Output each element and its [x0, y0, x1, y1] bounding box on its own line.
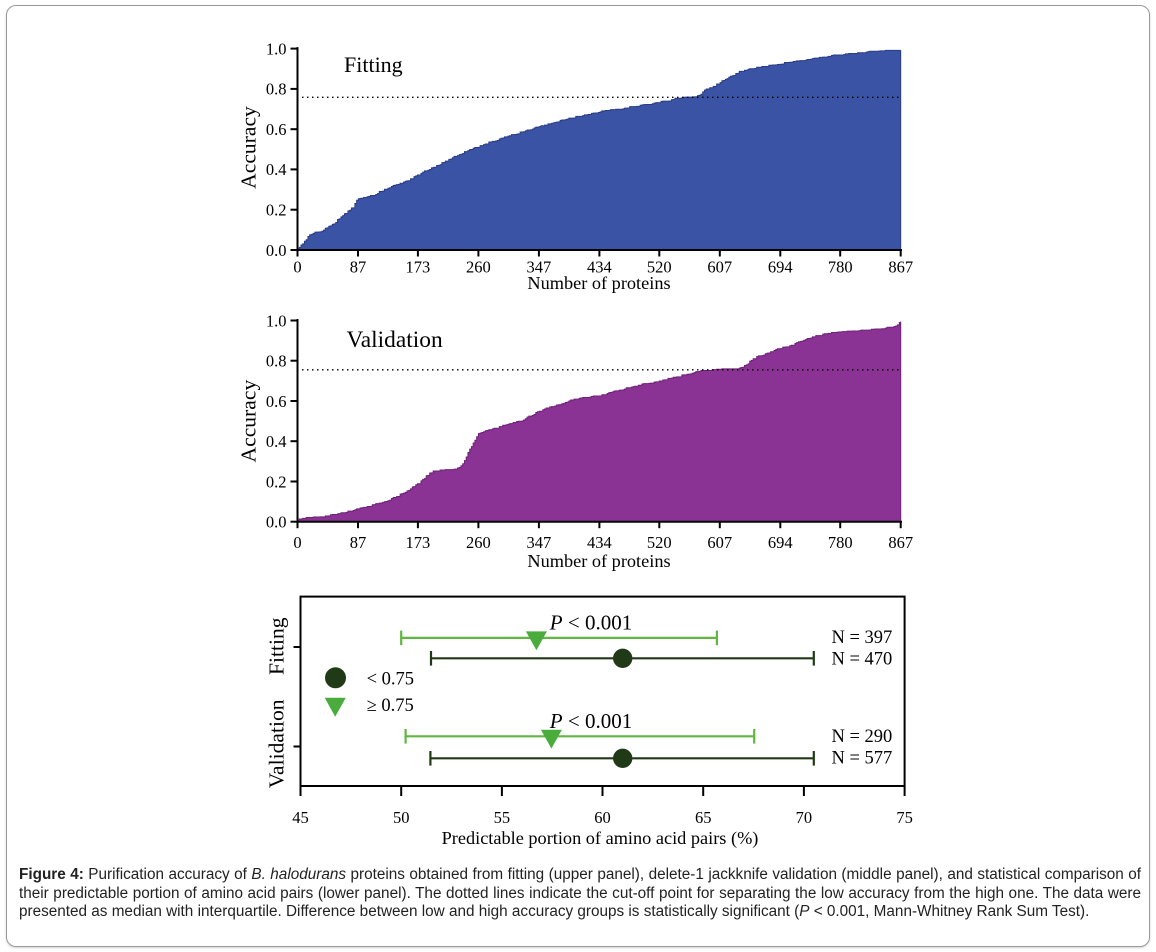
- svg-text:0.0: 0.0: [266, 241, 287, 260]
- svg-text:Number of proteins: Number of proteins: [527, 551, 670, 571]
- svg-text:Validation: Validation: [265, 699, 289, 788]
- svg-text:N = 577: N = 577: [832, 748, 893, 768]
- svg-text:N = 290: N = 290: [832, 727, 893, 747]
- svg-text:0.4: 0.4: [266, 432, 287, 451]
- svg-text:P < 0.001: P < 0.001: [549, 611, 632, 635]
- svg-text:434: 434: [587, 533, 612, 552]
- svg-text:347: 347: [527, 258, 552, 277]
- svg-text:55: 55: [494, 808, 511, 827]
- svg-text:520: 520: [647, 258, 672, 277]
- svg-text:45: 45: [292, 808, 309, 827]
- svg-text:0.4: 0.4: [266, 160, 287, 179]
- svg-text:0.0: 0.0: [266, 513, 287, 532]
- svg-text:867: 867: [888, 533, 913, 552]
- svg-text:780: 780: [828, 533, 853, 552]
- svg-text:Validation: Validation: [347, 327, 443, 353]
- svg-text:607: 607: [707, 533, 732, 552]
- svg-text:780: 780: [828, 258, 853, 277]
- svg-text:N = 470: N = 470: [832, 649, 893, 669]
- svg-text:0.2: 0.2: [266, 472, 287, 491]
- svg-text:Number of proteins: Number of proteins: [527, 273, 670, 293]
- svg-text:0.8: 0.8: [266, 352, 287, 371]
- svg-text:75: 75: [896, 808, 913, 827]
- svg-text:347: 347: [527, 533, 552, 552]
- svg-text:65: 65: [695, 808, 712, 827]
- svg-text:87: 87: [350, 533, 367, 552]
- svg-text:Fitting: Fitting: [265, 617, 289, 675]
- svg-text:0.8: 0.8: [266, 80, 287, 99]
- svg-text:520: 520: [647, 533, 672, 552]
- svg-text:0.6: 0.6: [266, 120, 287, 139]
- svg-text:0: 0: [293, 258, 301, 277]
- svg-text:260: 260: [466, 258, 491, 277]
- svg-text:Accuracy: Accuracy: [237, 380, 261, 463]
- svg-text:0.2: 0.2: [266, 201, 287, 220]
- svg-text:694: 694: [768, 533, 793, 552]
- svg-text:50: 50: [393, 808, 410, 827]
- svg-text:1.0: 1.0: [266, 311, 287, 330]
- svg-text:607: 607: [707, 258, 732, 277]
- svg-text:70: 70: [796, 808, 813, 827]
- svg-text:0: 0: [293, 533, 301, 552]
- svg-text:Accuracy: Accuracy: [237, 106, 261, 189]
- svg-text:87: 87: [350, 258, 367, 277]
- svg-text:173: 173: [406, 258, 431, 277]
- svg-text:173: 173: [406, 533, 431, 552]
- svg-text:60: 60: [594, 808, 611, 827]
- svg-text:867: 867: [888, 258, 913, 277]
- svg-text:260: 260: [466, 533, 491, 552]
- svg-text:P < 0.001: P < 0.001: [549, 709, 632, 733]
- svg-text:N = 397: N = 397: [832, 628, 893, 648]
- svg-text:Predictable portion of amino a: Predictable portion of amino acid pairs …: [442, 828, 759, 849]
- svg-text:1.0: 1.0: [266, 39, 287, 58]
- svg-text:Fitting: Fitting: [344, 52, 403, 77]
- svg-text:434: 434: [587, 258, 612, 277]
- svg-text:< 0.75: < 0.75: [367, 670, 414, 690]
- svg-text:≥ 0.75: ≥ 0.75: [367, 696, 414, 716]
- svg-text:694: 694: [768, 258, 793, 277]
- svg-text:0.6: 0.6: [266, 392, 287, 411]
